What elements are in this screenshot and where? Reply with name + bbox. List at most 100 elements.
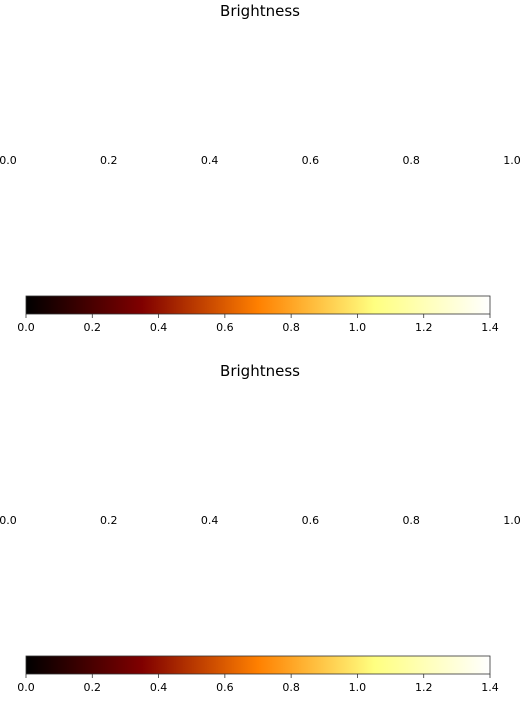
brightness-map-panel-1: Brightness 0.0 0.2 0.4 0.6 0.8 1.0 0.0 0.2 0.4 0.6… <box>0 2 520 334</box>
colorbar <box>25 295 491 315</box>
map-surface <box>8 27 512 307</box>
surface-tick <box>132 210 135 218</box>
meridian-line <box>50 387 470 667</box>
surface-tick <box>359 210 362 218</box>
colorbar-tick-label: 1.2 <box>415 321 433 334</box>
colorbar-tick-label: 1.2 <box>415 681 433 694</box>
map-feature <box>399 224 443 256</box>
map-feature <box>298 213 342 245</box>
colorbar-tick-label: 0.2 <box>84 321 102 334</box>
surface-tick <box>374 210 377 218</box>
surface-tick <box>303 210 306 218</box>
surface-tick <box>152 210 155 218</box>
map-label: 1.0 <box>503 514 520 527</box>
colorbar-tick-label: 0.8 <box>282 681 300 694</box>
meridian-line <box>134 387 386 667</box>
map-feature <box>314 573 358 605</box>
surface-tick <box>97 570 100 578</box>
meridian-line <box>50 27 470 307</box>
colorbar-tick-label: 0.2 <box>84 681 102 694</box>
map-label: 0.4 <box>201 514 219 527</box>
meridian-line <box>92 27 428 307</box>
chart-title: Brightness <box>220 362 300 380</box>
surface-tick <box>288 210 291 218</box>
meridian-line <box>134 387 386 667</box>
map-feature <box>77 207 121 239</box>
meridian-line <box>176 387 344 667</box>
map-feature <box>440 123 484 155</box>
map-feature <box>87 567 131 599</box>
map-feature <box>465 173 509 205</box>
surface-tick <box>419 570 422 578</box>
colorbar-tick-label: 0.6 <box>216 321 234 334</box>
map-label: 0.4 <box>201 154 219 167</box>
surface-tick <box>77 570 80 578</box>
map-label: 1.0 <box>503 154 520 167</box>
map-feature <box>208 441 252 473</box>
map-feature <box>46 109 90 141</box>
colorbar-tick-label: 0.4 <box>150 681 168 694</box>
meridian-line <box>92 387 428 667</box>
map-label: 0.2 <box>100 514 118 527</box>
map-label: 0.0 <box>0 514 17 527</box>
map-feature <box>339 45 383 77</box>
map-label: 0.2 <box>100 154 118 167</box>
colorbar-tick-label: 0.8 <box>282 321 300 334</box>
map-feature <box>243 525 287 557</box>
colorbar-tick-label: 0.0 <box>17 321 35 334</box>
surface-tick <box>263 570 266 578</box>
surface-tick <box>36 570 39 578</box>
surface-tick <box>223 570 226 578</box>
meridian-line <box>134 27 386 307</box>
map-surface <box>8 387 512 667</box>
map-feature <box>162 413 206 445</box>
map-label: 0.8 <box>402 514 420 527</box>
colorbar-tick-label: 0.4 <box>150 321 168 334</box>
meridian-line <box>176 27 344 307</box>
colorbar-tick-label: 1.4 <box>481 681 499 694</box>
surface-tick <box>339 210 342 218</box>
map-feature <box>97 103 141 135</box>
surface-tick <box>167 210 170 218</box>
map-feature <box>314 95 358 127</box>
map-feature <box>419 179 463 211</box>
meridian-line <box>50 387 470 667</box>
surface-tick <box>187 210 190 218</box>
map-feature <box>167 61 211 93</box>
map-label: 0.6 <box>302 514 320 527</box>
meridian-line <box>134 27 386 307</box>
map-feature <box>36 165 80 197</box>
map-label: 0.6 <box>302 154 320 167</box>
colorbar-tick-label: 1.4 <box>481 321 499 334</box>
colorbar-tick-label: 1.0 <box>349 321 367 334</box>
map-feature <box>112 53 156 85</box>
colorbar <box>25 655 491 675</box>
map-feature <box>193 117 237 149</box>
map-feature <box>213 95 257 127</box>
map-feature <box>359 112 403 144</box>
meridian-line <box>50 27 470 307</box>
map-feature <box>430 489 474 521</box>
meridian-line <box>92 387 428 667</box>
map-feature <box>6 95 50 127</box>
map-feature <box>122 483 166 515</box>
surface-tick <box>354 570 357 578</box>
meridian-line <box>176 387 344 667</box>
brightness-map-panel-2: Brightness 0.0 0.2 0.4 0.6 0.8 1.0 0.0 0.2 0.4 0.6… <box>0 362 520 694</box>
colorbar-tick-label: 1.0 <box>349 681 367 694</box>
meridian-line <box>92 27 428 307</box>
map-label: 0.0 <box>0 154 17 167</box>
colorbar-tick-label: 0.0 <box>17 681 35 694</box>
map-feature <box>238 25 282 57</box>
chart-title: Brightness <box>220 2 300 20</box>
meridian-line <box>218 27 302 307</box>
meridian-line <box>176 27 344 307</box>
meridian-line <box>218 387 302 667</box>
map-feature <box>263 73 307 105</box>
map-feature <box>354 477 398 509</box>
colorbar-tick-label: 0.6 <box>216 681 234 694</box>
surface-tick <box>223 210 226 218</box>
surface-tick <box>460 210 463 218</box>
meridian-line <box>218 27 302 307</box>
map-feature <box>36 469 80 501</box>
